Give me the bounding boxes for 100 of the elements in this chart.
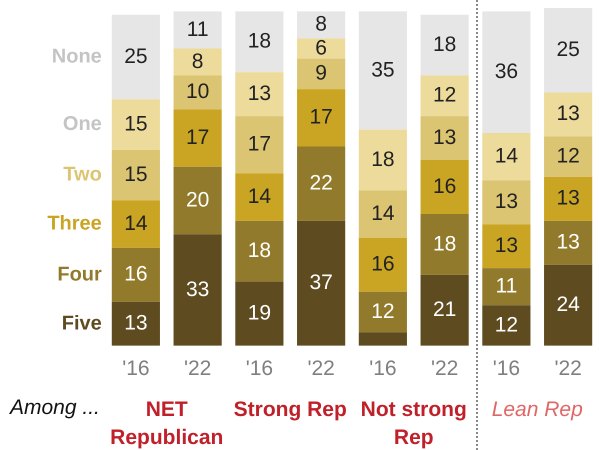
- bar: [544, 264, 592, 346]
- data-label: 18: [371, 148, 395, 171]
- bar: [297, 220, 346, 346]
- text: Not strong Rep: [360, 397, 468, 450]
- bar: [420, 214, 469, 275]
- bar: [420, 274, 469, 346]
- bar: [174, 234, 222, 346]
- data-label: 25: [556, 38, 580, 62]
- data-label: 6: [315, 36, 327, 60]
- data-label: 12: [432, 84, 456, 107]
- bar: [482, 268, 530, 306]
- data-label: 8: [315, 12, 327, 36]
- data-label: 21: [432, 298, 456, 322]
- x-tick-label: '22: [430, 357, 458, 380]
- data-label: 13: [248, 82, 272, 105]
- series-label: Two: [63, 164, 102, 186]
- bar: [235, 72, 284, 116]
- bar: [482, 11, 530, 133]
- data-label: 18: [248, 30, 272, 53]
- bar: [420, 160, 469, 214]
- x-tick-label: '16: [492, 357, 520, 380]
- bar: [358, 292, 407, 332]
- series-label: Five: [62, 312, 102, 334]
- bar: [358, 332, 407, 346]
- bar: [235, 282, 284, 346]
- data-label: 11: [186, 18, 209, 41]
- bar: [297, 89, 346, 146]
- data-label: 16: [371, 252, 395, 276]
- bar: [174, 166, 222, 234]
- series-label: One: [62, 113, 102, 136]
- series-label: None: [52, 45, 102, 68]
- data-label: 16: [124, 262, 148, 286]
- data-label: 8: [192, 50, 204, 73]
- bar: [482, 180, 530, 224]
- series-label: Four: [57, 263, 102, 286]
- bar: [112, 99, 160, 150]
- bar: [544, 8, 592, 92]
- data-label: 11: [495, 274, 518, 298]
- data-label: 13: [556, 230, 580, 254]
- bar: [235, 220, 284, 282]
- bar: [544, 136, 592, 177]
- bar: [420, 14, 469, 76]
- bar: [297, 11, 346, 38]
- bar: [112, 248, 160, 302]
- data-label: 13: [432, 126, 456, 149]
- data-label: 13: [494, 190, 518, 214]
- data-label: 12: [494, 313, 518, 336]
- x-tick-label: '22: [307, 357, 335, 380]
- data-label: 17: [309, 106, 333, 129]
- data-label: 24: [556, 293, 580, 316]
- bar: [297, 38, 346, 59]
- x-tick-label: '16: [122, 357, 150, 380]
- bar: [420, 76, 469, 116]
- data-label: 17: [248, 132, 272, 156]
- x-tick-label: '22: [184, 357, 212, 380]
- data-label: 15: [124, 112, 148, 136]
- data-label: 36: [494, 60, 518, 83]
- data-label: 13: [556, 186, 580, 210]
- data-label: 22: [309, 171, 333, 194]
- bar: [420, 116, 469, 160]
- bar: [112, 150, 160, 201]
- bar: [297, 58, 346, 90]
- data-label: 33: [186, 278, 210, 301]
- data-label: 18: [248, 239, 272, 262]
- bar: [235, 174, 284, 221]
- bar: [482, 305, 530, 346]
- data-label: 13: [556, 102, 580, 126]
- data-label: 14: [248, 184, 272, 208]
- data-label: 35: [371, 58, 395, 82]
- data-label: 12: [371, 300, 395, 323]
- bar: [482, 132, 530, 180]
- data-label: 13: [124, 312, 148, 335]
- text: Lean Rep: [490, 397, 584, 423]
- bar: [358, 130, 407, 190]
- data-label: 18: [432, 32, 456, 56]
- data-label: 20: [186, 188, 210, 212]
- data-label: 19: [248, 302, 272, 325]
- data-label: 17: [186, 126, 210, 149]
- data-label: 12: [556, 144, 580, 168]
- series-label: Three: [47, 212, 102, 235]
- bar: [544, 176, 592, 221]
- data-label: 10: [186, 80, 210, 104]
- bar: [235, 11, 284, 72]
- bar: [358, 11, 407, 130]
- text: Strong Rep: [232, 397, 348, 423]
- data-label: 9: [315, 62, 327, 85]
- x-tick-label: '16: [369, 357, 397, 380]
- bar: [112, 302, 160, 346]
- bar: [358, 190, 407, 238]
- x-tick-label: '22: [554, 357, 582, 380]
- data-label: 25: [124, 44, 148, 68]
- text: Among ...: [10, 396, 100, 420]
- data-label: 14: [371, 202, 395, 225]
- data-label: 13: [494, 234, 518, 257]
- bar: [297, 146, 346, 221]
- data-label: 15: [124, 163, 148, 186]
- bar: [544, 220, 592, 265]
- bar: [112, 14, 160, 100]
- data-label: 37: [309, 271, 333, 294]
- bar: [174, 76, 222, 110]
